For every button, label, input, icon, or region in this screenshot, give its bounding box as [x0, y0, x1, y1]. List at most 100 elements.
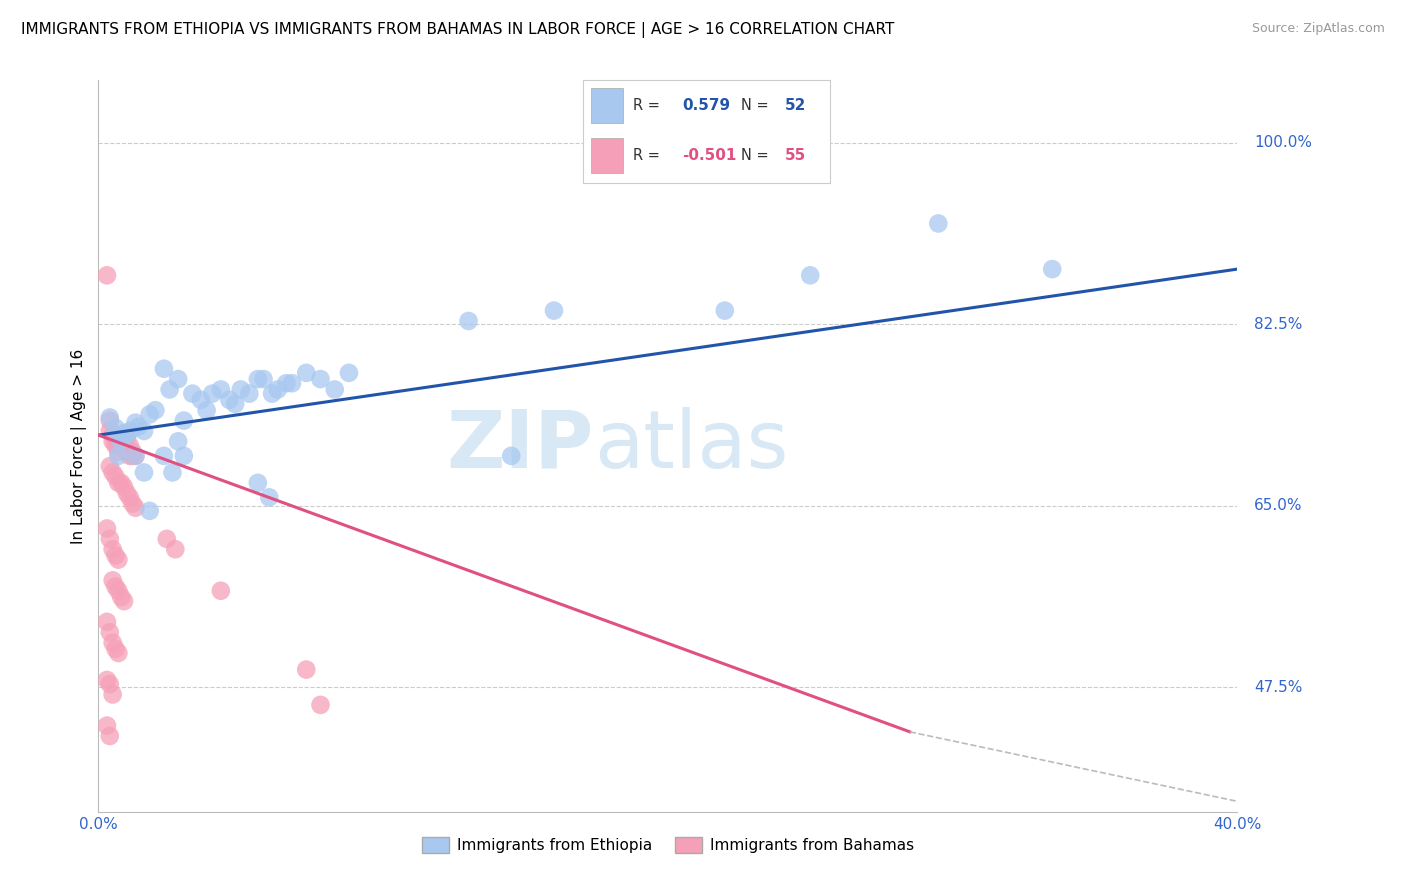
- Point: [112, 434, 135, 449]
- Point: [98, 677, 121, 691]
- Text: -0.501: -0.501: [682, 148, 737, 162]
- Point: [167, 434, 190, 449]
- Point: [96, 268, 118, 283]
- Point: [115, 486, 138, 500]
- Point: [309, 698, 332, 712]
- Point: [107, 428, 129, 442]
- Point: [107, 434, 129, 449]
- Point: [98, 414, 121, 428]
- Point: [124, 416, 146, 430]
- Point: [543, 303, 565, 318]
- Point: [104, 641, 127, 656]
- Point: [173, 414, 195, 428]
- Point: [281, 376, 304, 391]
- Point: [107, 646, 129, 660]
- Point: [118, 438, 141, 452]
- Point: [259, 491, 281, 505]
- Point: [124, 449, 146, 463]
- Text: R =: R =: [633, 98, 659, 113]
- Point: [267, 383, 290, 397]
- Point: [238, 386, 260, 401]
- Text: 82.5%: 82.5%: [1254, 317, 1303, 332]
- Point: [98, 410, 121, 425]
- Point: [138, 408, 160, 422]
- Point: [115, 428, 138, 442]
- Point: [104, 438, 127, 452]
- Point: [107, 475, 129, 490]
- Text: 47.5%: 47.5%: [1254, 680, 1303, 695]
- Point: [101, 434, 124, 449]
- Point: [112, 438, 135, 452]
- Point: [101, 428, 124, 442]
- Point: [132, 466, 155, 480]
- Point: [252, 372, 274, 386]
- Text: N =: N =: [741, 98, 769, 113]
- Point: [145, 403, 167, 417]
- Point: [115, 444, 138, 458]
- Text: 55: 55: [785, 148, 807, 162]
- Point: [110, 438, 132, 452]
- Point: [323, 383, 346, 397]
- Point: [98, 729, 121, 743]
- Point: [124, 449, 146, 463]
- Point: [295, 366, 318, 380]
- Point: [104, 549, 127, 563]
- Point: [209, 383, 232, 397]
- Point: [190, 392, 212, 407]
- Point: [337, 366, 360, 380]
- Point: [121, 449, 143, 463]
- Point: [276, 376, 298, 391]
- Text: 100.0%: 100.0%: [1254, 135, 1312, 150]
- Point: [162, 466, 184, 480]
- Point: [104, 431, 127, 445]
- Point: [101, 688, 124, 702]
- Text: 0.579: 0.579: [682, 98, 730, 113]
- Point: [107, 449, 129, 463]
- Point: [98, 625, 121, 640]
- Point: [110, 434, 132, 449]
- Point: [224, 397, 246, 411]
- Point: [118, 491, 141, 505]
- Point: [96, 615, 118, 629]
- Point: [101, 635, 124, 649]
- Point: [101, 542, 124, 557]
- Point: [156, 532, 179, 546]
- Point: [181, 386, 204, 401]
- Bar: [591, 88, 623, 123]
- Point: [124, 500, 146, 515]
- Point: [121, 497, 143, 511]
- Point: [110, 590, 132, 604]
- Point: [246, 372, 269, 386]
- Point: [218, 392, 240, 407]
- Point: [167, 372, 190, 386]
- Point: [714, 303, 737, 318]
- Point: [96, 521, 118, 535]
- Text: atlas: atlas: [593, 407, 789, 485]
- Point: [96, 718, 118, 732]
- Point: [98, 459, 121, 474]
- Point: [153, 361, 176, 376]
- Point: [110, 431, 132, 445]
- Text: Source: ZipAtlas.com: Source: ZipAtlas.com: [1251, 22, 1385, 36]
- Point: [159, 383, 181, 397]
- Text: IMMIGRANTS FROM ETHIOPIA VS IMMIGRANTS FROM BAHAMAS IN LABOR FORCE | AGE > 16 CO: IMMIGRANTS FROM ETHIOPIA VS IMMIGRANTS F…: [21, 22, 894, 38]
- Point: [246, 475, 269, 490]
- Point: [138, 504, 160, 518]
- Point: [132, 424, 155, 438]
- Point: [115, 431, 138, 445]
- Point: [101, 574, 124, 588]
- Point: [121, 444, 143, 458]
- Point: [107, 583, 129, 598]
- Point: [927, 217, 949, 231]
- Point: [104, 469, 127, 483]
- Point: [165, 542, 187, 557]
- Point: [295, 663, 318, 677]
- Point: [173, 449, 195, 463]
- Point: [101, 466, 124, 480]
- Point: [98, 532, 121, 546]
- Point: [107, 444, 129, 458]
- Point: [201, 386, 224, 401]
- Point: [501, 449, 523, 463]
- Text: R =: R =: [633, 148, 659, 162]
- Point: [118, 424, 141, 438]
